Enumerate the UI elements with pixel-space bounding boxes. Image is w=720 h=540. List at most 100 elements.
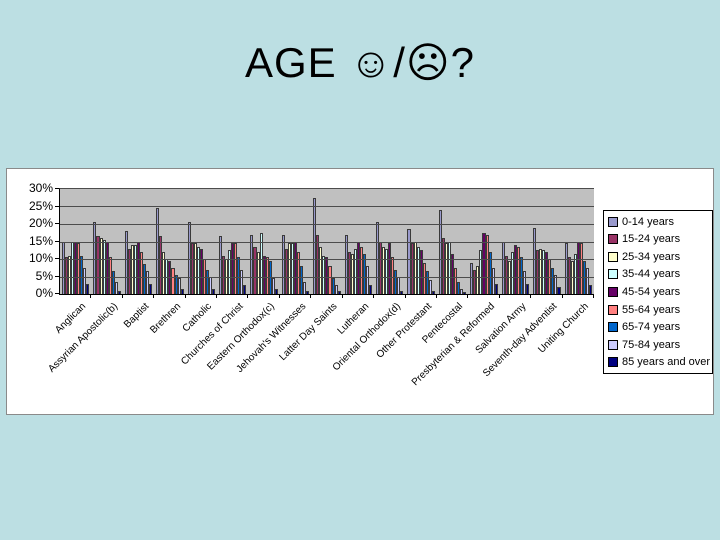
bar-group (468, 189, 499, 294)
bar (451, 253, 455, 294)
bar (99, 238, 103, 294)
y-axis-label: 0% (35, 286, 53, 300)
bar (428, 280, 432, 294)
x-axis-tick (593, 294, 594, 298)
y-axis-tick (55, 258, 59, 259)
bar (385, 248, 389, 294)
gridline (60, 206, 594, 208)
bar (438, 210, 442, 294)
bar (159, 236, 163, 294)
bar (274, 288, 278, 294)
legend-item: 75-84 years (608, 339, 712, 351)
y-axis-label: 30% (28, 181, 53, 195)
bar (222, 255, 226, 294)
bar (316, 234, 320, 294)
x-axis-tick (310, 294, 312, 298)
legend-label: 35-44 years (622, 268, 681, 281)
bar (533, 227, 537, 294)
bar (284, 248, 288, 294)
bar (219, 236, 223, 294)
bar (482, 232, 486, 294)
bar-group (374, 189, 405, 294)
bar (567, 257, 571, 294)
legend-item: 85 years and over (608, 356, 712, 368)
bar (187, 222, 191, 294)
legend-swatch (608, 286, 618, 297)
x-axis-tick (467, 294, 469, 298)
legend-label: 85 years and over (622, 356, 711, 369)
bar (441, 238, 445, 294)
legend-label: 65-74 years (622, 321, 681, 334)
bar (485, 234, 489, 294)
bar (143, 264, 147, 294)
legend-label: 0-14 years (622, 215, 674, 228)
bar (422, 262, 426, 294)
bar (488, 252, 492, 294)
bar (174, 274, 178, 294)
bar (382, 246, 386, 294)
bar (410, 243, 414, 294)
bar (271, 278, 275, 294)
bar (117, 290, 121, 294)
bar (77, 243, 81, 294)
bar (111, 271, 115, 294)
bar (457, 281, 461, 294)
x-axis-tick (216, 294, 218, 298)
bar (519, 257, 524, 294)
bar (253, 246, 257, 294)
bar (199, 248, 203, 294)
bar (146, 271, 150, 294)
bar (394, 269, 398, 294)
gridline (60, 276, 594, 278)
bar (127, 248, 131, 294)
bar (124, 231, 128, 294)
bar (588, 285, 592, 294)
bar (108, 257, 112, 294)
legend-label: 75-84 years (622, 338, 681, 351)
bar (250, 234, 254, 294)
legend-swatch (608, 269, 618, 280)
bar (476, 266, 480, 294)
bar (407, 229, 411, 294)
legend-item: 25-34 years (608, 251, 712, 263)
y-axis-label: 10% (28, 251, 53, 265)
x-axis-tick (435, 294, 437, 298)
legend-swatch (608, 234, 618, 245)
legend-label: 45-54 years (622, 285, 681, 298)
x-axis-tick (404, 294, 406, 298)
bar-group (343, 189, 374, 294)
bar (491, 267, 495, 294)
bar (262, 255, 266, 294)
bar (114, 281, 118, 294)
bar (102, 239, 106, 294)
x-axis-tick (530, 294, 532, 298)
bar (523, 271, 527, 294)
bar (400, 290, 404, 294)
bar (212, 288, 216, 294)
legend-label: 15-24 years (622, 233, 681, 246)
bar (133, 245, 137, 294)
bar (353, 248, 357, 294)
bar (86, 283, 90, 294)
bar (68, 255, 72, 294)
bar (259, 232, 263, 294)
x-axis-tick (247, 294, 249, 298)
bar (579, 243, 583, 294)
bar-group (405, 189, 436, 294)
bar-group (60, 189, 91, 294)
plot-area (59, 188, 594, 295)
bar (564, 243, 568, 294)
y-axis-tick (55, 293, 59, 294)
bar (347, 252, 351, 294)
legend-swatch (608, 339, 618, 350)
bar (325, 257, 329, 294)
bar (297, 252, 301, 294)
slide-title: AGE ☺/☹? (244, 39, 476, 86)
bar (243, 285, 247, 294)
gridline (60, 241, 594, 243)
bar-group (280, 189, 311, 294)
bar (444, 243, 449, 294)
bar (83, 267, 87, 294)
bar (234, 243, 238, 294)
bar (319, 246, 323, 294)
